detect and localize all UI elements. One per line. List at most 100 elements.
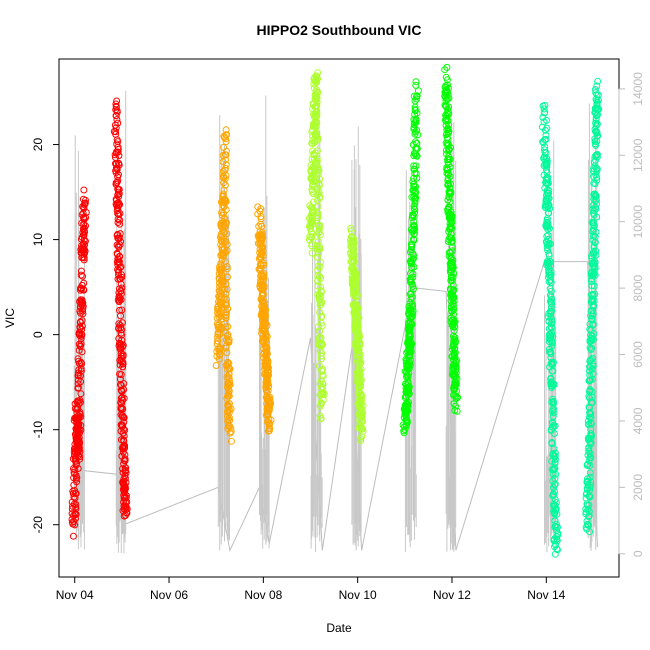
data-point (118, 388, 126, 395)
data-point (349, 250, 357, 258)
data-point (118, 319, 126, 327)
flight-series-2-1 (347, 224, 367, 445)
data-point (115, 161, 123, 169)
data-point (355, 346, 363, 354)
data-point (592, 112, 600, 120)
data-point (411, 209, 419, 217)
data-point (224, 412, 231, 420)
data-point (261, 342, 269, 350)
data-point (409, 250, 417, 258)
data-point (405, 327, 413, 334)
data-point (226, 381, 234, 389)
data-point (590, 190, 598, 198)
data-point (405, 383, 413, 391)
data-point (115, 190, 123, 198)
data-point (446, 214, 454, 222)
data-point (314, 147, 321, 155)
data-point (410, 162, 418, 170)
data-point (454, 393, 462, 401)
data-point (410, 222, 418, 230)
data-point (313, 159, 321, 167)
data-point (112, 124, 120, 132)
data-point (314, 323, 322, 331)
data-point (347, 233, 355, 241)
data-point (451, 370, 459, 378)
data-point (311, 112, 319, 120)
data-point (352, 323, 360, 331)
data-point (222, 238, 230, 245)
x-tick-label: Nov 10 (339, 588, 377, 602)
data-point (541, 101, 549, 109)
data-point (586, 387, 594, 395)
data-point (586, 450, 594, 458)
data-point (262, 358, 270, 366)
data-point (445, 249, 453, 256)
data-point (260, 259, 267, 267)
data-point (588, 297, 596, 305)
data-point (120, 394, 128, 402)
data-point (410, 202, 418, 210)
data-point (80, 186, 88, 194)
data-point (414, 131, 422, 139)
data-point (443, 76, 451, 84)
data-point (588, 393, 596, 401)
data-point (542, 179, 550, 187)
data-point (540, 162, 548, 169)
data-point (406, 361, 414, 369)
data-point (313, 242, 321, 250)
data-point (316, 194, 324, 202)
data-point (586, 336, 594, 344)
data-point (445, 170, 452, 178)
data-point (120, 442, 128, 450)
flight-series-3-0 (399, 78, 422, 437)
data-point (79, 203, 87, 210)
data-point (217, 324, 225, 332)
data-point (350, 275, 358, 283)
data-point (593, 101, 601, 109)
data-point (222, 126, 230, 134)
data-point (314, 209, 322, 217)
data-point (591, 137, 599, 145)
data-point (116, 339, 123, 347)
data-point (74, 384, 82, 392)
data-point (314, 212, 322, 220)
y-axis: -20 -10 0 10 20 (31, 138, 60, 533)
data-point (315, 249, 323, 257)
data-point (118, 273, 126, 281)
data-point (584, 417, 592, 425)
data-point (112, 130, 120, 138)
data-point (223, 273, 231, 281)
data-point (255, 222, 263, 230)
data-point (547, 303, 555, 311)
data-point (76, 318, 84, 326)
data-point (590, 243, 598, 251)
flight-series-0-1 (110, 97, 131, 520)
data-point (220, 285, 228, 293)
data-point (221, 219, 229, 227)
data-point (593, 97, 601, 105)
data-point (318, 367, 326, 374)
data-point (352, 319, 360, 327)
data-point (114, 199, 121, 207)
data-point (585, 403, 593, 411)
data-point (589, 221, 597, 229)
data-point (588, 275, 596, 283)
data-point (122, 511, 130, 519)
data-point (315, 167, 323, 175)
data-point (446, 225, 453, 233)
data-point (349, 242, 357, 250)
data-point (450, 350, 458, 358)
data-point (267, 416, 275, 424)
data-point (549, 418, 556, 426)
data-point (544, 246, 552, 254)
data-point (403, 387, 411, 395)
data-point (112, 103, 120, 111)
data-point (450, 270, 458, 277)
data-point (261, 329, 269, 337)
data-point (308, 205, 316, 213)
data-point (546, 345, 553, 353)
data-point (222, 206, 230, 214)
data-point (453, 357, 461, 365)
data-point (592, 152, 600, 159)
data-point (222, 344, 230, 352)
